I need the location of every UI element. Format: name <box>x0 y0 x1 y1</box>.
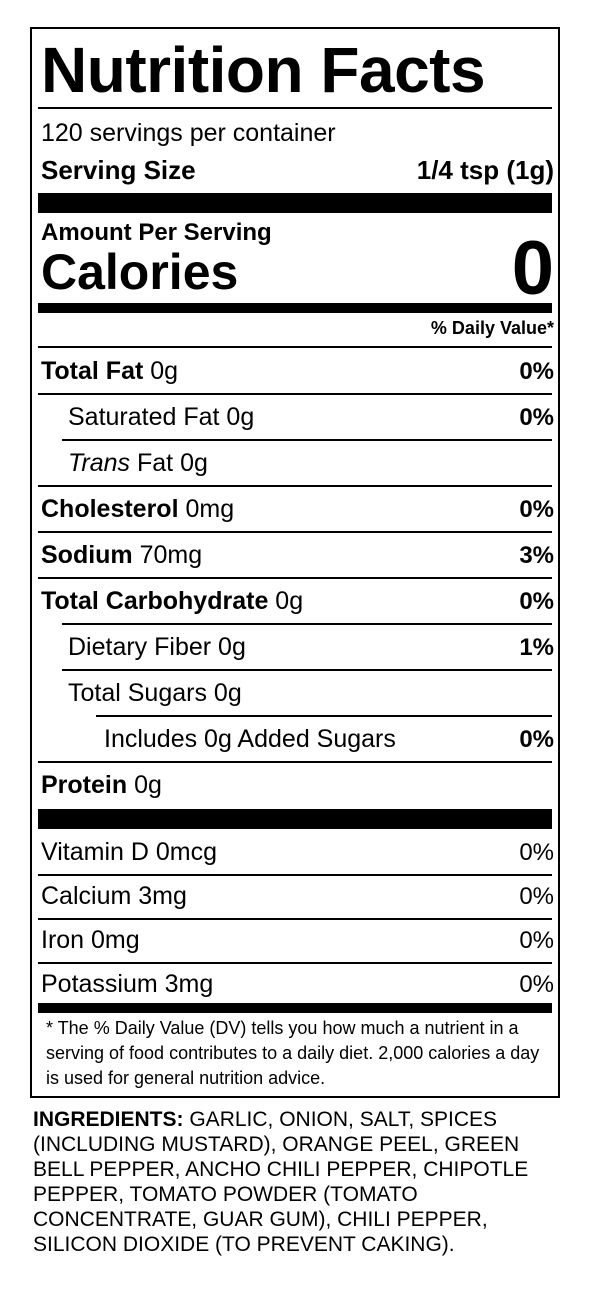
nutrient-name: Protein 0g <box>41 771 162 799</box>
nutrient-dv: 0% <box>519 358 554 385</box>
divider <box>38 962 552 964</box>
vitamin-name: Calcium 3mg <box>41 882 187 910</box>
nutrient-name: Total Fat 0g <box>41 357 179 385</box>
nutrient-dv: 0% <box>519 496 554 523</box>
ingredients-text: GARLIC, ONION, SALT, SPICES (INCLUDING M… <box>33 1108 529 1256</box>
divider <box>38 577 552 579</box>
vitamin-dv: 0% <box>519 971 554 998</box>
divider <box>62 439 552 441</box>
vitamin-row-vitamin-d: Vitamin D 0mcg 0% <box>38 830 554 874</box>
vitamin-row-iron: Iron 0mg 0% <box>38 918 554 962</box>
vitamin-dv: 0% <box>519 839 554 866</box>
nutrient-name: Includes 0g Added Sugars <box>104 725 396 753</box>
daily-value-header: % Daily Value* <box>430 318 554 338</box>
divider <box>38 761 552 763</box>
divider <box>96 715 552 717</box>
nutrient-row-dietary-fiber: Dietary Fiber 0g 1% <box>38 625 554 669</box>
nutrient-row-cholesterol: Cholesterol 0mg 0% <box>38 487 554 531</box>
label-title: Nutrition Facts <box>41 34 486 106</box>
nutrient-name: Dietary Fiber 0g <box>68 633 246 661</box>
divider <box>38 393 552 395</box>
nutrient-name: Sodium 70mg <box>41 541 203 569</box>
nutrient-name: Trans Fat 0g <box>68 449 208 477</box>
medium-divider <box>38 303 552 313</box>
ingredients-label: INGREDIENTS: <box>33 1108 184 1131</box>
calories-value: 0 <box>511 226 554 311</box>
vitamin-name: Iron 0mg <box>41 926 140 954</box>
divider <box>38 874 552 876</box>
nutrient-name: Total Sugars 0g <box>68 679 242 707</box>
divider <box>38 918 552 920</box>
nutrient-row-added-sugars: Includes 0g Added Sugars 0% <box>38 717 554 761</box>
medium-divider <box>38 1003 552 1013</box>
servings-per-container: 120 servings per container <box>41 119 336 147</box>
nutrient-dv: 3% <box>519 542 554 569</box>
ingredients-statement: INGREDIENTS: GARLIC, ONION, SALT, SPICES… <box>33 1107 563 1257</box>
divider <box>38 107 552 109</box>
divider <box>38 485 552 487</box>
serving-size-label: Serving Size <box>41 155 196 185</box>
nutrient-dv: 0% <box>519 726 554 753</box>
calories-label: Calories <box>41 244 239 300</box>
nutrient-dv: 0% <box>519 404 554 431</box>
daily-value-footnote: * The % Daily Value (DV) tells you how m… <box>46 1018 540 1088</box>
thick-divider <box>38 809 552 829</box>
vitamin-row-potassium: Potassium 3mg 0% <box>38 962 554 1006</box>
serving-size-value: 1/4 tsp (1g) <box>416 155 554 185</box>
divider <box>38 346 552 348</box>
nutrient-name: Total Carbohydrate 0g <box>41 587 304 615</box>
vitamin-dv: 0% <box>519 927 554 954</box>
vitamin-row-calcium: Calcium 3mg 0% <box>38 874 554 918</box>
divider <box>62 623 552 625</box>
divider <box>38 531 552 533</box>
vitamin-dv: 0% <box>519 883 554 910</box>
nutrient-dv: 0% <box>519 588 554 615</box>
thick-divider <box>38 193 552 213</box>
nutrient-row-sodium: Sodium 70mg 3% <box>38 533 554 577</box>
nutrient-row-total-fat: Total Fat 0g 0% <box>38 349 554 393</box>
nutrient-row-trans-fat: Trans Fat 0g <box>38 441 552 485</box>
vitamin-name: Vitamin D 0mcg <box>41 838 217 866</box>
divider <box>62 669 552 671</box>
nutrient-name: Saturated Fat 0g <box>68 403 255 431</box>
nutrient-row-saturated-fat: Saturated Fat 0g 0% <box>38 395 554 439</box>
nutrient-row-total-sugars: Total Sugars 0g <box>38 671 552 715</box>
nutrient-row-protein: Protein 0g <box>38 763 552 807</box>
amount-per-serving: Amount Per Serving <box>41 219 272 246</box>
nutrient-dv: 1% <box>519 634 554 661</box>
nutrient-name: Cholesterol 0mg <box>41 495 235 523</box>
vitamin-name: Potassium 3mg <box>41 970 214 998</box>
nutrition-facts-panel: Nutrition Facts 120 servings per contain… <box>30 27 560 1098</box>
nutrient-row-total-carbohydrate: Total Carbohydrate 0g 0% <box>38 579 554 623</box>
